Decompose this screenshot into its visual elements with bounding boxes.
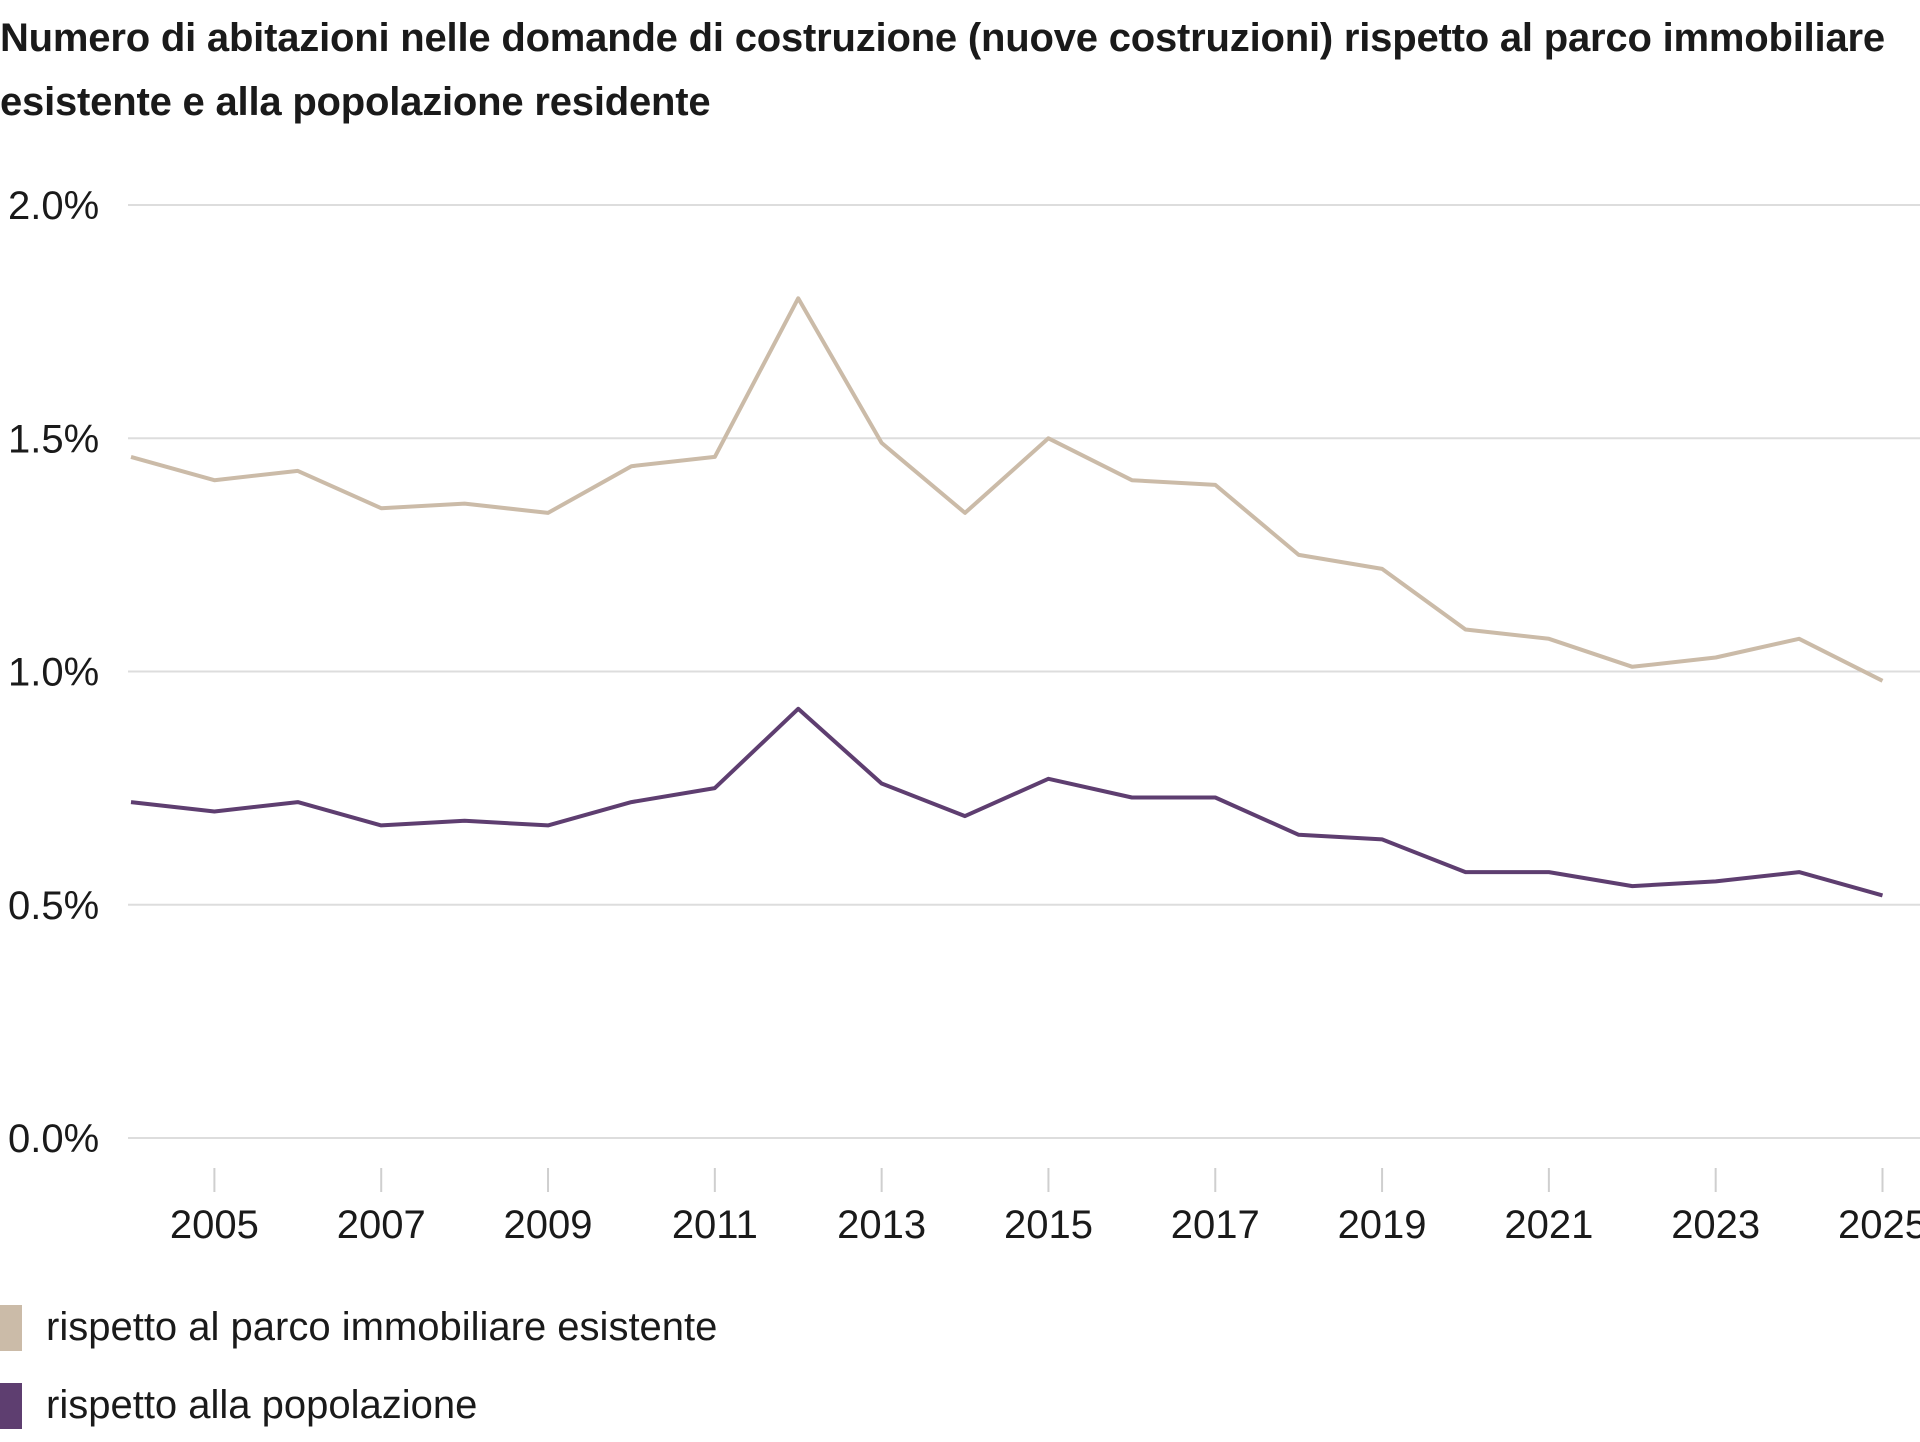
x-tick-label: 2011 [672,1203,758,1247]
y-tick-label: 1.0% [8,651,99,695]
x-tick-label: 2005 [170,1203,259,1247]
legend-label-popolazione: rispetto alla popolazione [46,1383,478,1427]
chart-title: Numero di abitazioni nelle domande di co… [0,16,1885,124]
y-tick-label: 0.5% [8,884,99,928]
series-line-popolazione [130,706,1884,898]
legend-item-popolazione[interactable]: rispetto alla popolazione [0,1383,900,1431]
x-tick-label: 2013 [837,1203,926,1247]
legend-swatch-popolazione [0,1383,22,1429]
x-tick-label: 2021 [1504,1203,1593,1247]
series-lines [130,296,1884,898]
series-line-parco [130,296,1884,683]
x-tick-label: 2023 [1671,1203,1760,1247]
legend-label-parco: rispetto al parco immobiliare esistente [46,1305,718,1349]
x-tick-label: 2017 [1171,1203,1260,1247]
x-axis-ticks: 2005 2007 2009 2011 2013 2015 2017 2019 2021 2023… [170,1168,1920,1247]
y-tick-label: 0.0% [8,1117,99,1161]
y-axis-ticks: 0.0% 0.5% 1.0% 1.5% 2.0% [8,184,99,1161]
gridlines [128,204,1920,1139]
x-tick-label: 2025 [1838,1203,1920,1247]
y-tick-label: 1.5% [8,417,99,461]
legend-swatch-parco [0,1305,22,1351]
legend-item-parco[interactable]: rispetto al parco immobiliare esistente [0,1305,900,1353]
x-tick-label: 2015 [1004,1203,1093,1247]
x-tick-label: 2019 [1338,1203,1427,1247]
x-tick-label: 2009 [504,1203,593,1247]
line-chart: 0.0% 0.5% 1.0% 1.5% 2.0% 2005 2007 2009 2011 201… [8,184,1920,1247]
x-tick-label: 2007 [337,1203,426,1247]
y-tick-label: 2.0% [8,184,99,228]
